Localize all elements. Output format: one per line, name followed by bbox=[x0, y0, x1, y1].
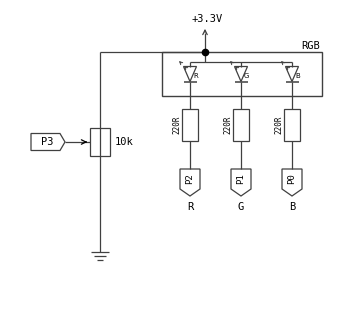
Bar bbox=[233, 109, 249, 141]
Text: P0: P0 bbox=[288, 174, 297, 184]
Text: P1: P1 bbox=[237, 174, 246, 184]
Polygon shape bbox=[31, 133, 65, 151]
Bar bbox=[90, 128, 110, 156]
Text: 220R: 220R bbox=[172, 116, 181, 134]
Text: G: G bbox=[244, 74, 249, 79]
Text: RGB: RGB bbox=[301, 41, 320, 51]
Text: 10k: 10k bbox=[115, 137, 134, 147]
Text: G: G bbox=[238, 202, 244, 212]
Polygon shape bbox=[282, 169, 302, 196]
Text: B: B bbox=[289, 202, 295, 212]
Polygon shape bbox=[183, 66, 196, 82]
Polygon shape bbox=[231, 169, 251, 196]
Text: R: R bbox=[193, 74, 198, 79]
Text: P3: P3 bbox=[41, 137, 53, 147]
Polygon shape bbox=[235, 66, 247, 82]
Text: +3.3V: +3.3V bbox=[191, 14, 223, 24]
Bar bbox=[284, 109, 300, 141]
Text: R: R bbox=[187, 202, 193, 212]
Bar bbox=[162, 52, 322, 96]
Polygon shape bbox=[180, 169, 200, 196]
Text: 220R: 220R bbox=[274, 116, 283, 134]
Text: B: B bbox=[295, 74, 300, 79]
Polygon shape bbox=[286, 66, 299, 82]
Text: P2: P2 bbox=[185, 174, 194, 184]
Bar bbox=[182, 109, 198, 141]
Text: 220R: 220R bbox=[223, 116, 232, 134]
